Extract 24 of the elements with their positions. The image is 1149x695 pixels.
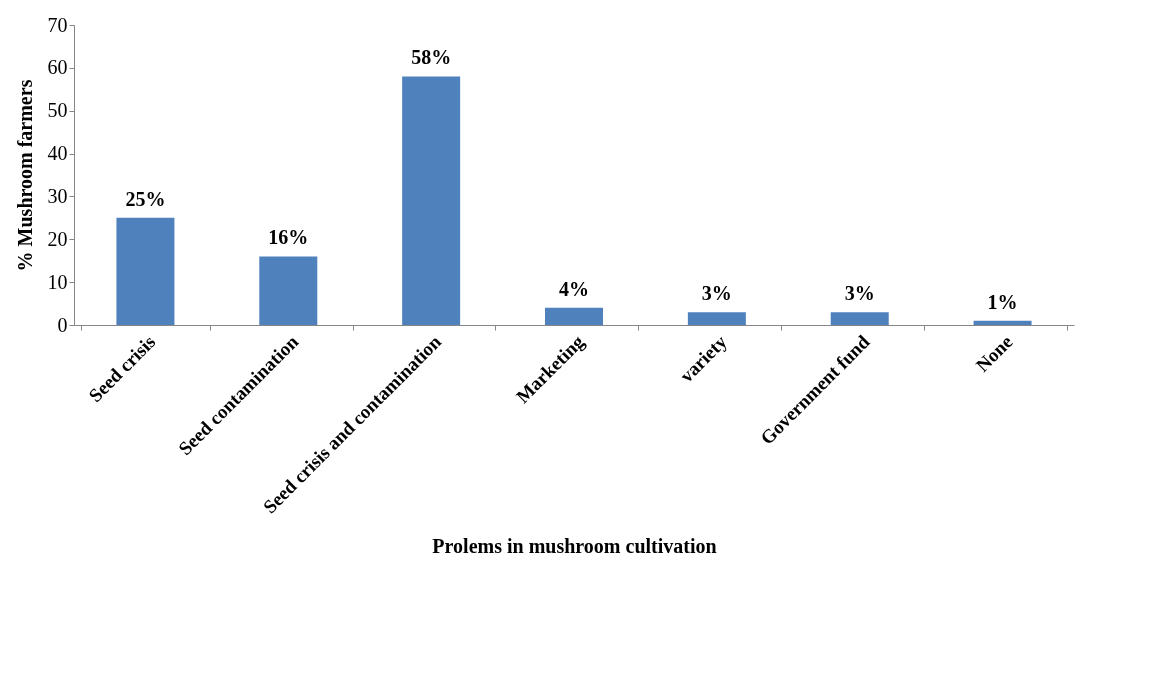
- y-tick-label: 0: [57, 313, 68, 336]
- bar: [259, 256, 318, 325]
- bar: [830, 312, 889, 325]
- y-tick-label: 20: [47, 227, 68, 250]
- data-label: 1%: [987, 290, 1018, 313]
- y-tick-label: 50: [47, 99, 68, 122]
- data-label: 3%: [701, 282, 732, 305]
- data-label: 58%: [411, 46, 452, 69]
- x-axis-title: Prolems in mushroom cultivation: [432, 535, 717, 558]
- y-tick-label: 70: [47, 13, 68, 36]
- bar: [973, 320, 1032, 325]
- data-label: 25%: [125, 187, 166, 210]
- bar: [545, 307, 603, 325]
- data-label: 16%: [268, 226, 309, 249]
- bar: [402, 76, 461, 325]
- y-tick-label: 60: [47, 56, 68, 79]
- data-label: 3%: [844, 282, 875, 305]
- y-axis-title: % Mushroom farmers: [13, 79, 36, 272]
- y-tick-label: 30: [47, 184, 68, 207]
- data-label: 4%: [559, 277, 589, 300]
- bar: [116, 217, 175, 325]
- y-tick-label: 10: [47, 270, 68, 293]
- y-tick-label: 40: [47, 142, 68, 165]
- bar: [687, 312, 746, 325]
